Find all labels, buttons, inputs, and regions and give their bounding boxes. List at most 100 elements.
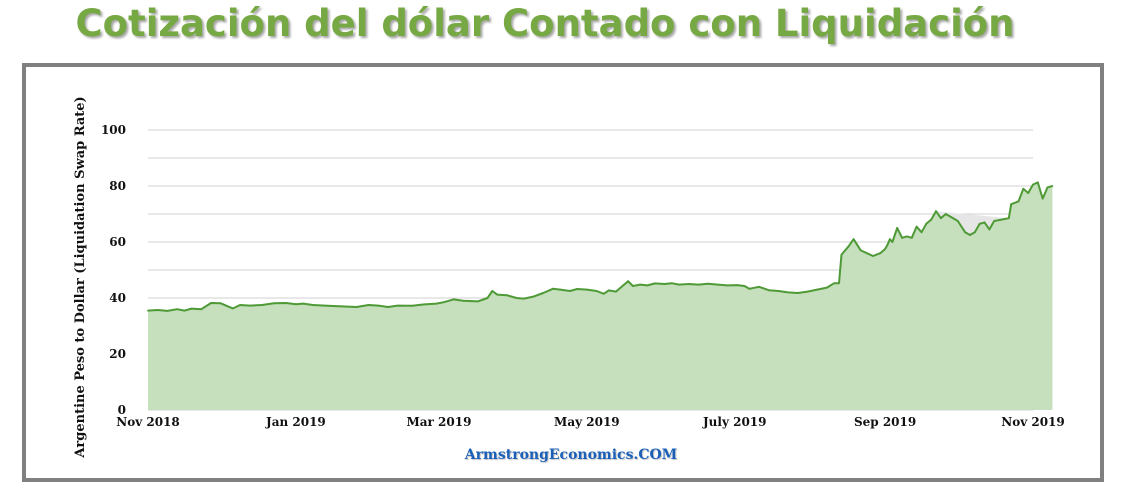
data-point [232,307,234,310]
data-point [176,308,179,311]
data-point [859,249,862,252]
data-point [743,285,746,287]
data-point [576,288,579,290]
data-point [886,243,889,246]
data-point [1032,183,1034,186]
data-point [183,309,186,312]
data-point [200,308,203,311]
data-point [273,302,275,305]
y-axis-ticks: 0 20 40 60 80 100 [101,123,126,417]
data-point [935,210,937,213]
data-point [210,302,212,304]
data-point [1010,203,1013,206]
data-point [969,234,971,236]
watermark-text: ArmstrongEconomics.COM [464,447,678,463]
x-tick-label: July 2019 [702,415,767,429]
data-point [607,289,610,292]
data-point [833,282,836,285]
data-point [147,309,149,312]
data-point [1022,187,1025,190]
data-point [988,228,991,231]
data-point [993,220,996,222]
data-point [847,245,850,248]
data-point [1051,185,1054,187]
data-point [1046,186,1049,189]
data-point [639,283,642,286]
data-point [1007,217,1010,220]
x-tick-label: May 2019 [554,415,620,429]
data-point [227,305,229,308]
data-point [787,291,789,294]
data-point [670,282,673,285]
data-point [1041,197,1044,200]
data-point [777,290,780,292]
y-tick-label: 100 [101,123,126,137]
data-point [491,290,494,292]
data-point [806,290,809,293]
data-point [190,307,193,310]
data-point [716,283,719,286]
data-point [925,222,928,225]
x-tick-label: Sep 2019 [854,415,916,429]
data-point [377,304,380,307]
data-point [663,283,666,285]
data-point [1036,181,1039,184]
data-point [627,280,629,283]
data-point [462,299,465,302]
data-point [707,282,709,285]
data-point [816,288,819,291]
data-point [219,302,222,305]
x-axis-ticks: Nov 2018 Jan 2019 Mar 2019 May 2019 July 201… [116,415,1065,429]
data-point [615,290,617,293]
data-point [1027,192,1030,194]
data-point [944,213,947,215]
data-point [476,300,479,303]
data-point [239,304,242,306]
area-gap-fill [936,211,1009,235]
y-tick-label: 20 [109,347,126,361]
data-point [826,286,828,289]
data-point [248,304,251,307]
data-point [978,222,981,225]
data-point [367,304,370,306]
data-point [884,248,886,250]
data-point [940,217,942,220]
data-point [312,304,314,306]
data-point [515,297,518,299]
data-point [341,305,343,308]
data-point [915,225,918,228]
data-point [879,252,882,255]
data-point [964,231,966,234]
data-point [569,290,571,292]
data-point [1000,218,1003,221]
data-point [896,227,899,229]
series-line [147,181,1053,312]
data-point [559,288,562,291]
series-area-fill [148,182,1053,410]
data-point [910,236,913,239]
data-point [542,292,545,294]
y-tick-label: 80 [109,179,126,193]
x-tick-label: Nov 2018 [116,415,180,429]
data-point [973,231,976,234]
data-point [687,283,690,285]
data-point [486,297,489,299]
data-point [411,304,414,307]
data-point [586,288,588,291]
data-point [622,284,625,287]
data-point [632,285,634,287]
data-point [930,218,933,221]
data-point [532,295,535,298]
data-point [295,303,297,306]
data-point [697,283,700,286]
chart-frame: 0 20 40 60 80 100 Nov 2018 Jan 2019 Mar 2019 May… [22,63,1104,482]
data-point [387,306,389,308]
data-point [920,231,923,234]
data-point [326,304,329,307]
data-point [166,310,169,312]
data-point [901,236,903,239]
data-point [796,292,799,294]
area-chart: 0 20 40 60 80 100 Nov 2018 Jan 2019 Mar 2019 May… [73,96,1065,458]
data-point [891,241,894,243]
data-point [595,290,598,292]
